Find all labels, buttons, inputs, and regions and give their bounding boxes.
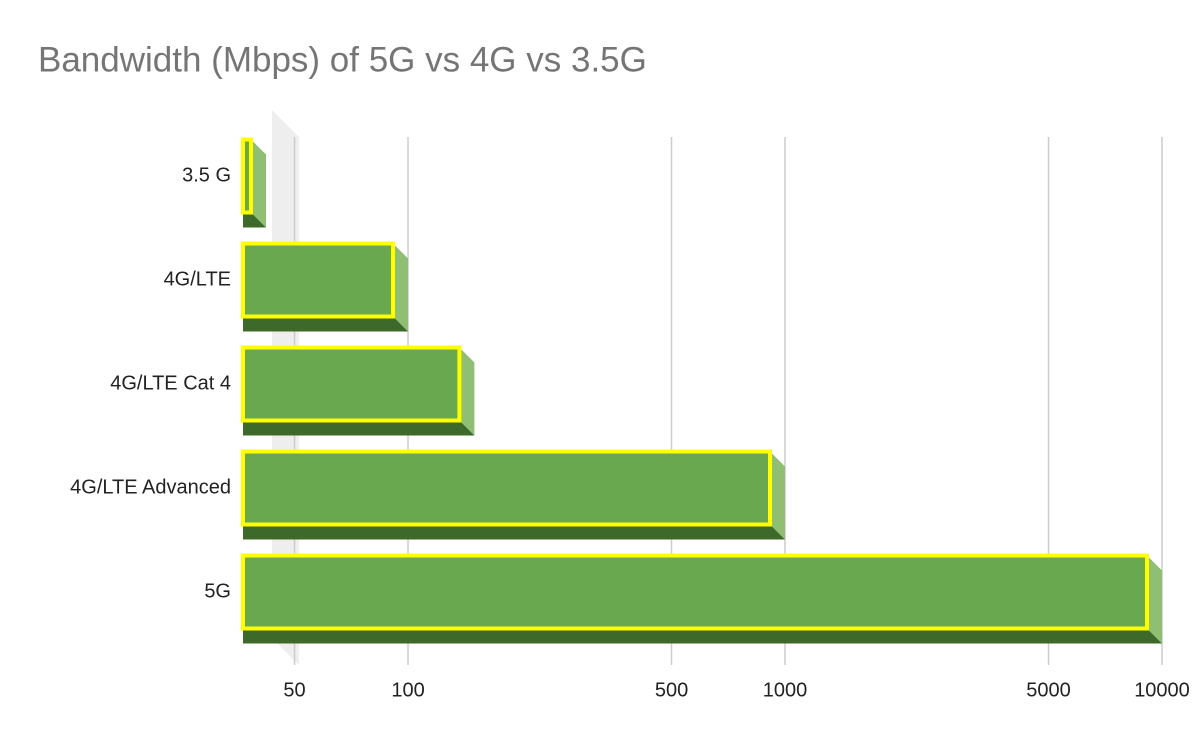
bar-bottom bbox=[243, 420, 475, 436]
y-tick-label: 4G/LTE Cat 4 bbox=[110, 372, 231, 394]
y-tick-label: 4G/LTE bbox=[164, 268, 231, 290]
bar-side bbox=[459, 347, 475, 436]
bar-bottom bbox=[243, 524, 786, 540]
x-tick-label: 100 bbox=[391, 679, 424, 701]
bar-side bbox=[393, 243, 409, 332]
bar-side bbox=[1147, 555, 1162, 644]
bar bbox=[241, 137, 253, 215]
x-tick-label: 50 bbox=[283, 679, 305, 701]
bar bbox=[241, 553, 1149, 631]
y-tick-label: 4G/LTE Advanced bbox=[70, 476, 231, 498]
chart-title: Bandwidth (Mbps) of 5G vs 4G vs 3.5G bbox=[38, 40, 647, 79]
bar bbox=[241, 449, 773, 527]
bar-bottom bbox=[243, 628, 1162, 644]
bar bbox=[241, 345, 462, 423]
x-tick-label: 5000 bbox=[1026, 679, 1071, 701]
bar bbox=[241, 241, 396, 319]
y-tick-label: 3.5 G bbox=[182, 164, 231, 186]
x-tick-label: 1000 bbox=[763, 679, 808, 701]
x-tick-label: 500 bbox=[655, 679, 688, 701]
y-tick-label: 5G bbox=[204, 580, 231, 602]
bar-side bbox=[770, 451, 786, 540]
bar-side bbox=[250, 139, 266, 228]
bar-bottom bbox=[243, 212, 266, 228]
bar-bottom bbox=[243, 316, 409, 332]
x-tick-label: 10000 bbox=[1134, 679, 1190, 701]
